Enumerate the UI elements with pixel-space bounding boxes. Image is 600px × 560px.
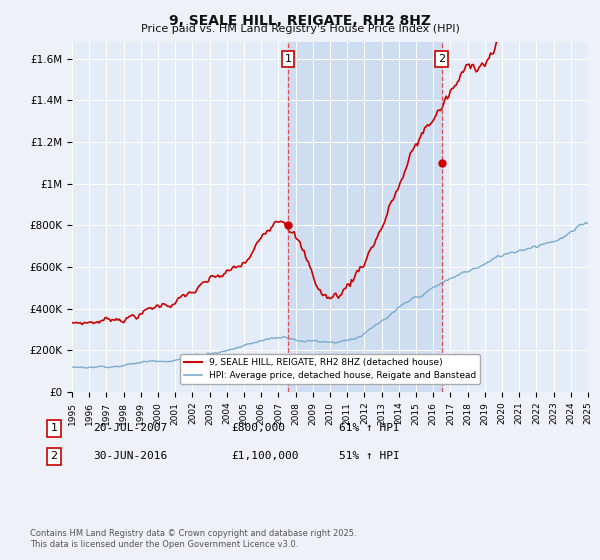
Text: 1: 1 [50,423,58,433]
Text: 61% ↑ HPI: 61% ↑ HPI [339,423,400,433]
Text: 30-JUN-2016: 30-JUN-2016 [93,451,167,461]
Bar [288,42,442,392]
Text: 51% ↑ HPI: 51% ↑ HPI [339,451,400,461]
Legend: 9, SEALE HILL, REIGATE, RH2 8HZ (detached house), HPI: Average price, detached h: 9, SEALE HILL, REIGATE, RH2 8HZ (detache… [180,354,480,384]
Text: Contains HM Land Registry data © Crown copyright and database right 2025.
This d: Contains HM Land Registry data © Crown c… [30,529,356,549]
Text: £800,000: £800,000 [231,423,285,433]
Text: 2: 2 [50,451,58,461]
Text: 2: 2 [438,54,445,64]
Text: 9, SEALE HILL, REIGATE, RH2 8HZ: 9, SEALE HILL, REIGATE, RH2 8HZ [169,14,431,28]
Text: Price paid vs. HM Land Registry's House Price Index (HPI): Price paid vs. HM Land Registry's House … [140,24,460,34]
Text: £1,100,000: £1,100,000 [231,451,299,461]
Text: 20-JUL-2007: 20-JUL-2007 [93,423,167,433]
Text: 1: 1 [284,54,292,64]
